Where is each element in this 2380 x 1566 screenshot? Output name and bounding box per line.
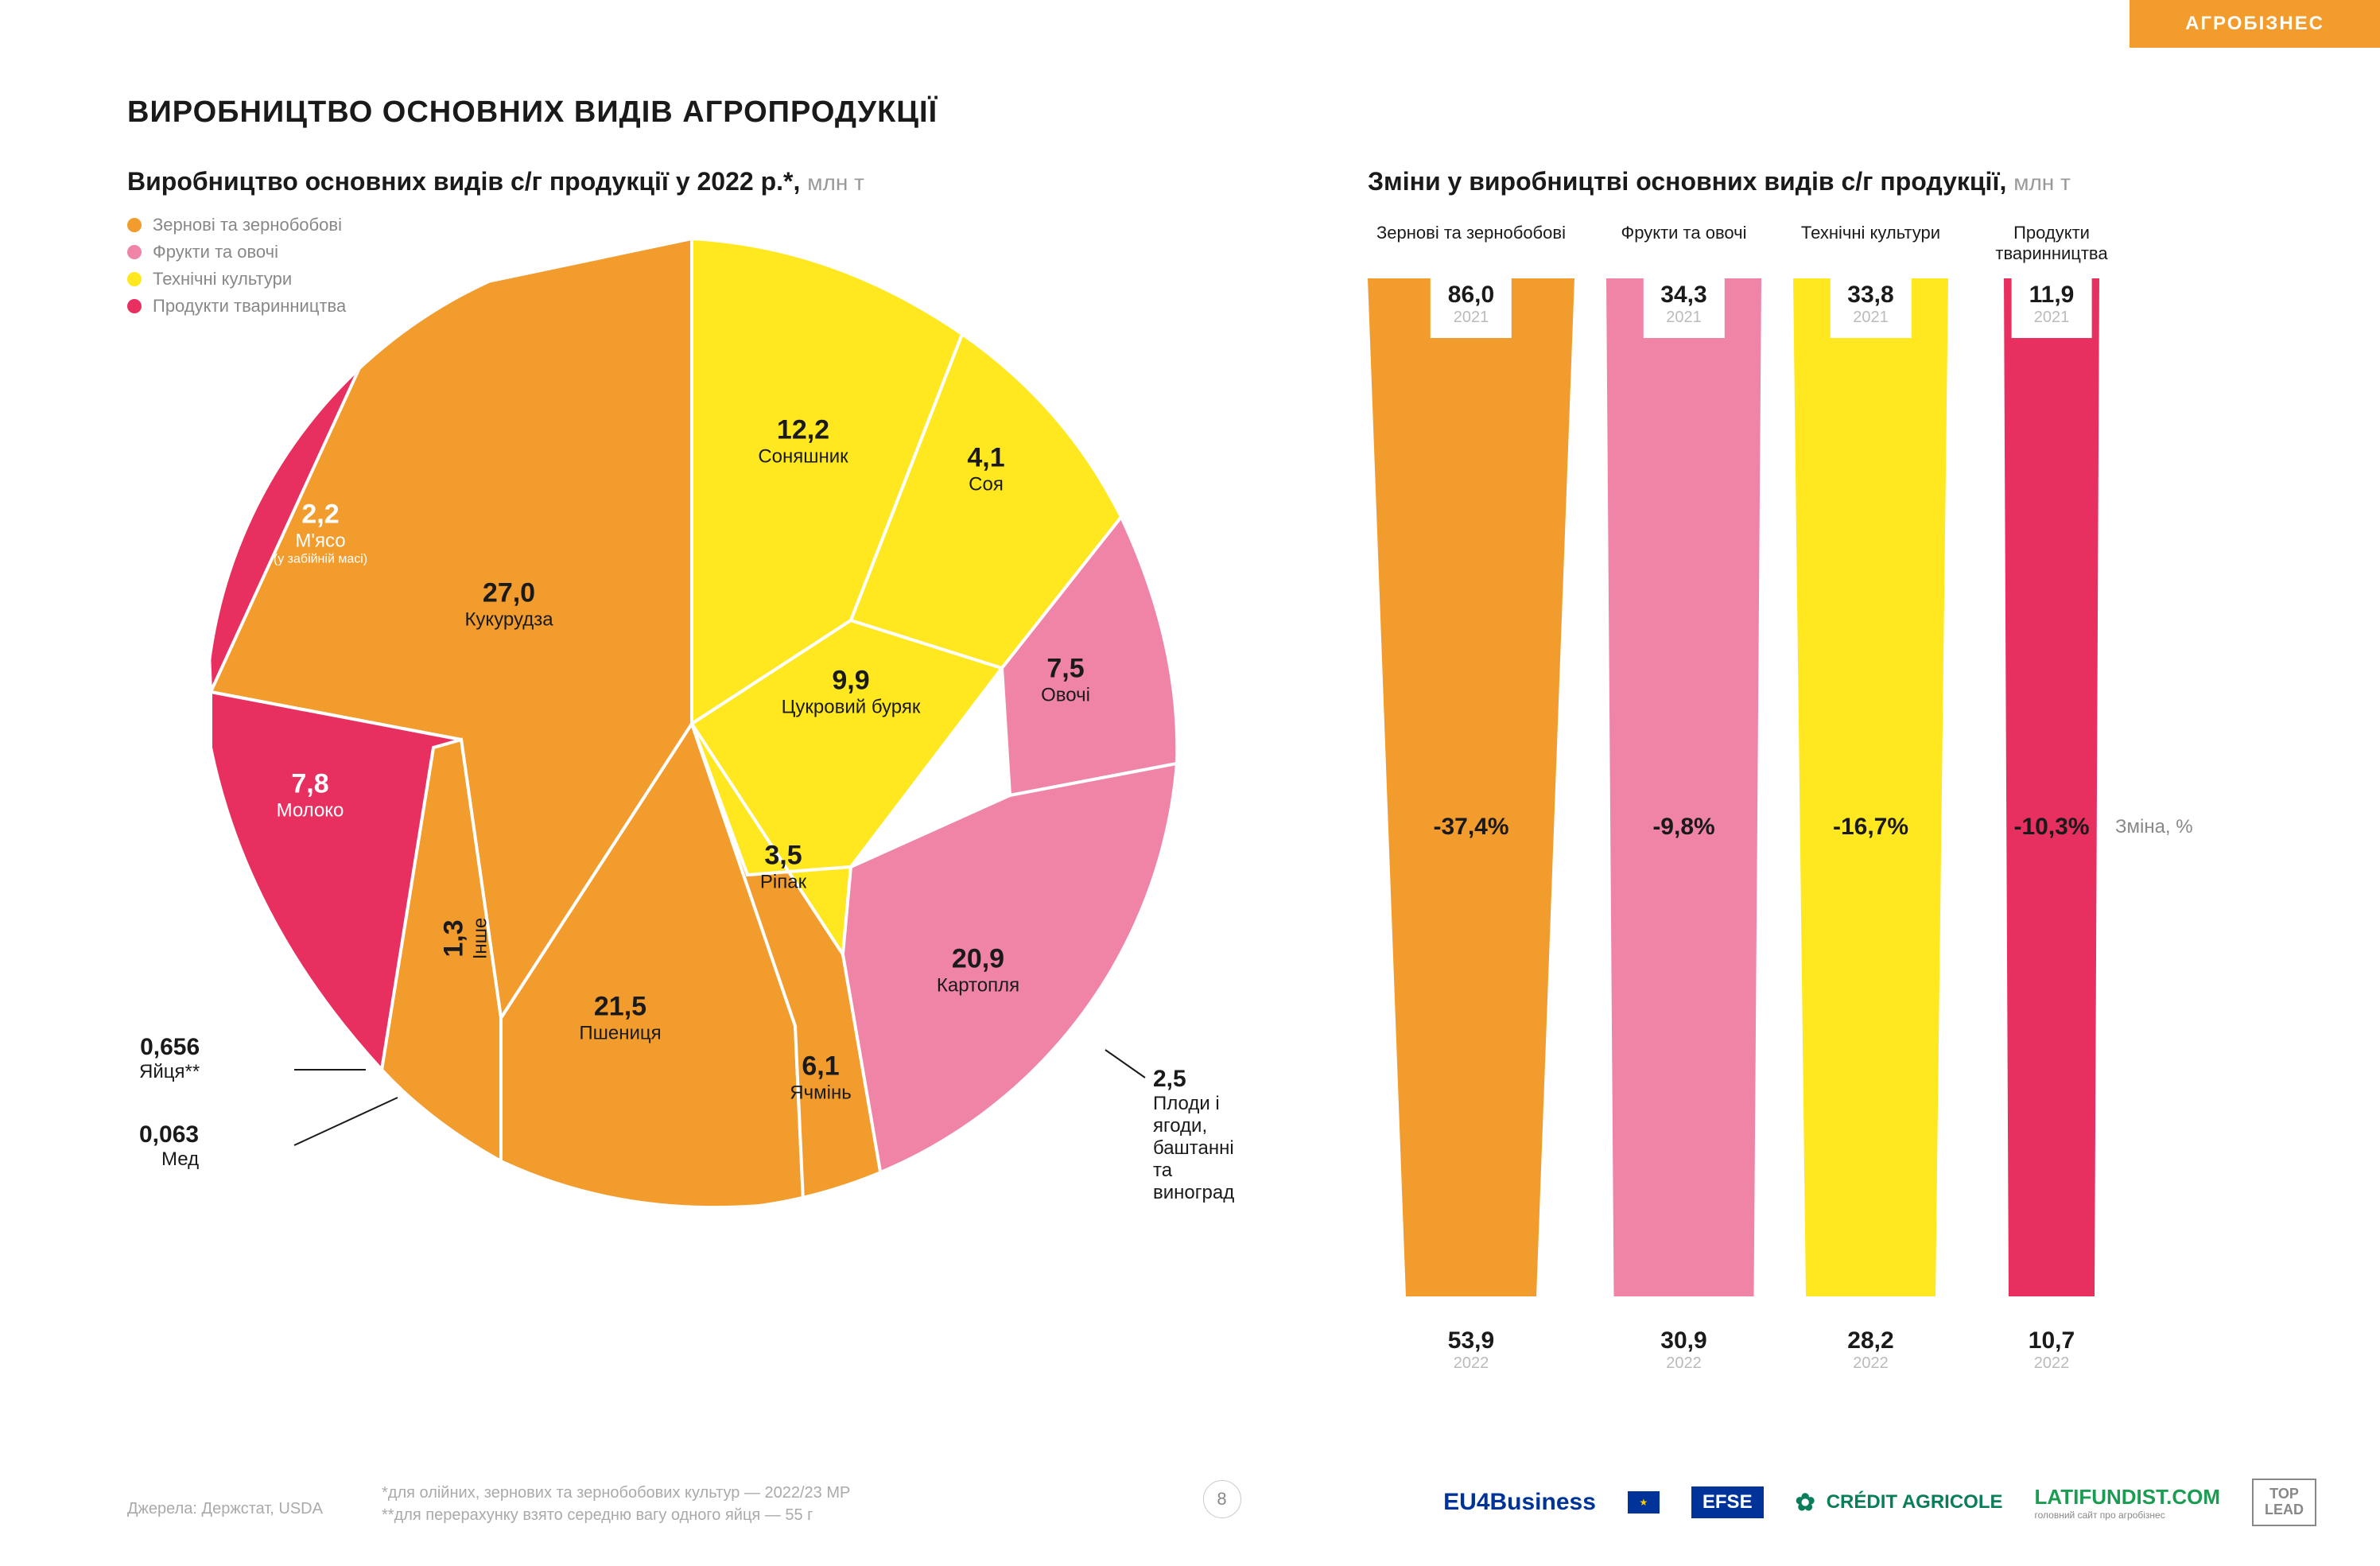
bar-value-top: 33,82021: [1833, 274, 1908, 335]
change-axis-label: Зміна, %: [2115, 816, 2193, 838]
bar-trapezoid: [1606, 278, 1761, 1296]
right-subtitle-unit: млн т: [2013, 170, 2071, 195]
page-number: 8: [1203, 1480, 1241, 1518]
left-chart-section: Виробництво основних видів с/г продукції…: [127, 167, 1240, 196]
change-bar: Продуктитваринництва11,9202110,72022-10,…: [1980, 223, 2123, 1376]
bar-pct-change: -37,4%: [1433, 814, 1508, 841]
legend-dot: [127, 245, 142, 259]
legend-dot: [127, 272, 142, 286]
logo-latifundist: LATIFUNDIST.COM головний сайт про агробі…: [2035, 1485, 2221, 1521]
pie-cell-label: 6,1Ячмінь: [790, 1051, 851, 1105]
left-subtitle-text: Виробництво основних видів с/г продукції…: [127, 167, 800, 196]
right-subtitle-text: Зміни у виробництві основних видів с/г п…: [1368, 167, 2006, 196]
pie-outer-label: 0,656Яйця**: [139, 1034, 200, 1083]
sponsor-logos: EU4Business EFSE ✿ CRÉDIT AGRICOLE LATIF…: [1443, 1479, 2316, 1526]
voronoi-pie-chart: 27,0Кукурудза 21,5Пшениця 6,1Ячмінь 1,3Інше…: [191, 223, 1193, 1225]
left-subtitle-unit: млн т: [807, 170, 864, 195]
bar-value-top: 34,32021: [1646, 274, 1721, 335]
pie-cell-label: 12,2Соняшник: [758, 415, 848, 468]
page-title: ВИРОБНИЦТВО ОСНОВНИХ ВИДІВ АГРОПРОДУКЦІЇ: [127, 95, 938, 130]
logo-credit-agricole: ✿ CRÉDIT AGRICOLE: [1796, 1489, 2003, 1517]
pie-outer-label: 2,5Плоди і ягоди,баштанніта виноград: [1153, 1066, 1234, 1204]
header-badge-text: АГРОБІЗНЕС: [2185, 13, 2324, 35]
change-bar: Фрукти та овочі34,3202130,92022-9,8%: [1606, 223, 1761, 1376]
right-subtitle: Зміни у виробництві основних видів с/г п…: [1368, 167, 2290, 196]
bar-trapezoid: [1368, 278, 1574, 1296]
bar-header: Технічні культури: [1793, 223, 1948, 278]
change-bar: Технічні культури33,8202128,22022-16,7%: [1793, 223, 1948, 1376]
ca-icon: ✿: [1796, 1489, 1815, 1517]
pie-cell-label: 27,0Кукурудза: [464, 578, 553, 631]
bar-header: Продуктитваринництва: [1980, 223, 2123, 278]
pie-cell-label: 7,8Молоко: [277, 769, 344, 822]
header-badge: АГРОБІЗНЕС: [2130, 0, 2380, 48]
pie-cell-label: 2,2М'ясо(у забійній масі): [274, 499, 367, 567]
bar-value-bottom: 28,22022: [1833, 1319, 1908, 1381]
right-chart-section: Зміни у виробництві основних видів с/г п…: [1368, 167, 2290, 196]
logo-eu4business: EU4Business: [1443, 1489, 1596, 1516]
bar-pct-change: -10,3%: [2013, 814, 2089, 841]
pie-cell-label: 9,9Цукровий буряк: [782, 666, 921, 719]
page-footer: Джерела: Держстат, USDA *для олійних, зе…: [127, 1447, 2316, 1526]
footnote-2: **для перерахунку взято середню вагу одн…: [382, 1504, 850, 1526]
bar-value-bottom: 53,92022: [1434, 1319, 1508, 1381]
bar-body: 86,0202153,92022-37,4%: [1368, 278, 1574, 1376]
pie-cell-label: 1,3Інше: [439, 918, 492, 960]
bar-body: 11,9202110,72022-10,3%Зміна, %: [1980, 278, 2123, 1376]
footnotes: *для олійних, зернових та зернобобових к…: [382, 1482, 850, 1526]
change-bar: Зернові та зернобобові86,0202153,92022-3…: [1368, 223, 1574, 1376]
bar-body: 33,8202128,22022-16,7%: [1793, 278, 1948, 1376]
bar-pct-change: -16,7%: [1833, 814, 1908, 841]
left-subtitle: Виробництво основних видів с/г продукції…: [127, 167, 1240, 196]
pie-cell-label: 21,5Пшениця: [579, 992, 661, 1045]
change-bars: Зернові та зернобобові86,0202153,92022-3…: [1368, 223, 2290, 1376]
bar-header: Зернові та зернобобові: [1368, 223, 1574, 278]
pie-cell-label: 7,5Овочі: [1041, 654, 1090, 707]
legend-dot: [127, 218, 142, 232]
eu-flag-icon: [1628, 1491, 1660, 1514]
bar-value-top: 11,92021: [2015, 274, 2089, 335]
legend-dot: [127, 299, 142, 313]
pie-cell-label: 3,5Ріпак: [760, 841, 806, 894]
logo-top-lead: TOPLEAD: [2252, 1479, 2316, 1526]
pie-outer-label: 0,063Мед: [139, 1121, 199, 1171]
footnote-1: *для олійних, зернових та зернобобових к…: [382, 1482, 850, 1504]
bar-header: Фрукти та овочі: [1606, 223, 1761, 278]
bar-trapezoid: [1793, 278, 1948, 1296]
pie-cell-label: 20,9Картопля: [937, 944, 1019, 997]
bar-value-bottom: 10,72022: [2014, 1319, 2089, 1381]
bar-trapezoid: [2004, 278, 2099, 1296]
bar-value-top: 86,02021: [1434, 274, 1508, 335]
bar-body: 34,3202130,92022-9,8%: [1606, 278, 1761, 1376]
sources-text: Джерела: Держстат, USDA: [127, 1500, 323, 1518]
bar-pct-change: -9,8%: [1652, 814, 1714, 841]
logo-efse: EFSE: [1691, 1486, 1764, 1518]
pie-cell-label: 4,1Соя: [967, 443, 1004, 496]
bar-value-bottom: 30,92022: [1646, 1319, 1721, 1381]
